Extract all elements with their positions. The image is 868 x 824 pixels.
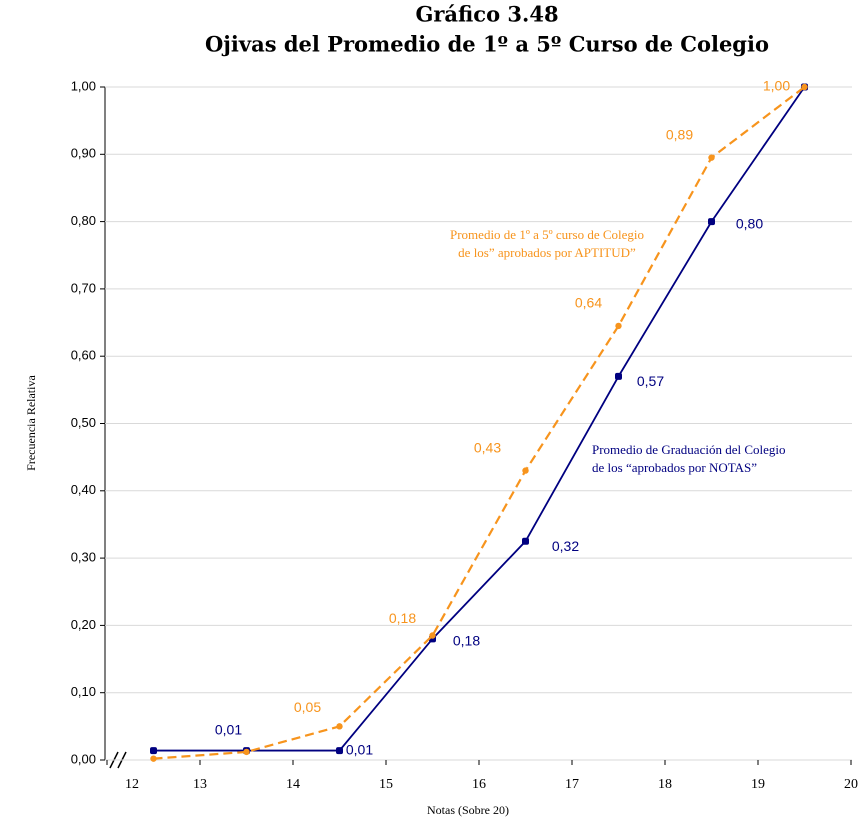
point — [150, 747, 157, 755]
data-label: 0,80 — [736, 215, 763, 231]
chart-title: Gráfico 3.48 — [415, 2, 558, 27]
y-tick-label: 0,10 — [71, 684, 96, 699]
data-label: 1,00 — [763, 78, 790, 94]
data-label: 0,32 — [552, 538, 579, 554]
point — [708, 218, 715, 226]
x-tick-label: 16 — [472, 777, 486, 792]
annotation: Promedio de Graduación del Colegio — [592, 442, 786, 457]
annotation: de los” aprobados por APTITUD” — [458, 245, 636, 260]
y-tick-label: 0,40 — [71, 482, 96, 497]
point — [336, 723, 343, 730]
x-tick-label: 20 — [844, 777, 858, 792]
point — [708, 154, 715, 161]
y-tick-label: 0,30 — [71, 550, 96, 565]
x-tick-label: 17 — [565, 777, 579, 792]
y-tick-label: 0,70 — [71, 280, 96, 295]
y-tick-label: 1,00 — [71, 78, 96, 93]
data-label: 0,64 — [575, 295, 602, 311]
data-label: 0,18 — [389, 610, 416, 626]
point — [150, 755, 157, 762]
point — [243, 748, 250, 756]
y-tick-label: 0,60 — [71, 348, 96, 363]
y-tick-label: 0,80 — [71, 213, 96, 228]
data-label: 0,89 — [666, 126, 693, 142]
x-axis-title: Notas (Sobre 20) — [427, 803, 509, 817]
point — [336, 747, 343, 755]
x-tick-label: 19 — [751, 777, 765, 792]
chart-title: Ojivas del Promedio de 1º a 5º Curso de … — [205, 32, 769, 57]
x-tick-label: 12 — [125, 777, 139, 792]
data-label: 0,01 — [215, 721, 242, 737]
point — [615, 322, 622, 330]
point — [801, 83, 808, 91]
data-label: 0,01 — [346, 741, 373, 757]
data-label: 0,57 — [637, 373, 664, 389]
y-tick-label: 0,00 — [71, 751, 96, 766]
data-label: 0,18 — [453, 633, 480, 649]
y-axis-title: Frecuencia Relativa — [24, 375, 38, 471]
annotation: de los “aprobados por NOTAS” — [592, 460, 757, 475]
y-tick-label: 0,20 — [71, 617, 96, 632]
x-tick-label: 18 — [658, 777, 672, 792]
x-tick-label: 13 — [193, 777, 207, 792]
data-label: 0,43 — [474, 439, 501, 455]
point — [522, 467, 529, 474]
series-line — [153, 86, 806, 760]
data-label: 0,05 — [294, 699, 321, 715]
point — [615, 372, 622, 380]
y-tick-label: 0,90 — [71, 146, 96, 161]
x-tick-label: 14 — [286, 777, 300, 792]
x-tick-label: 15 — [379, 777, 393, 792]
series-line — [153, 86, 806, 752]
annotation: Promedio de 1º a 5º curso de Colegio — [450, 227, 644, 242]
point — [522, 537, 529, 545]
point — [429, 632, 436, 639]
y-tick-label: 0,50 — [71, 415, 96, 430]
